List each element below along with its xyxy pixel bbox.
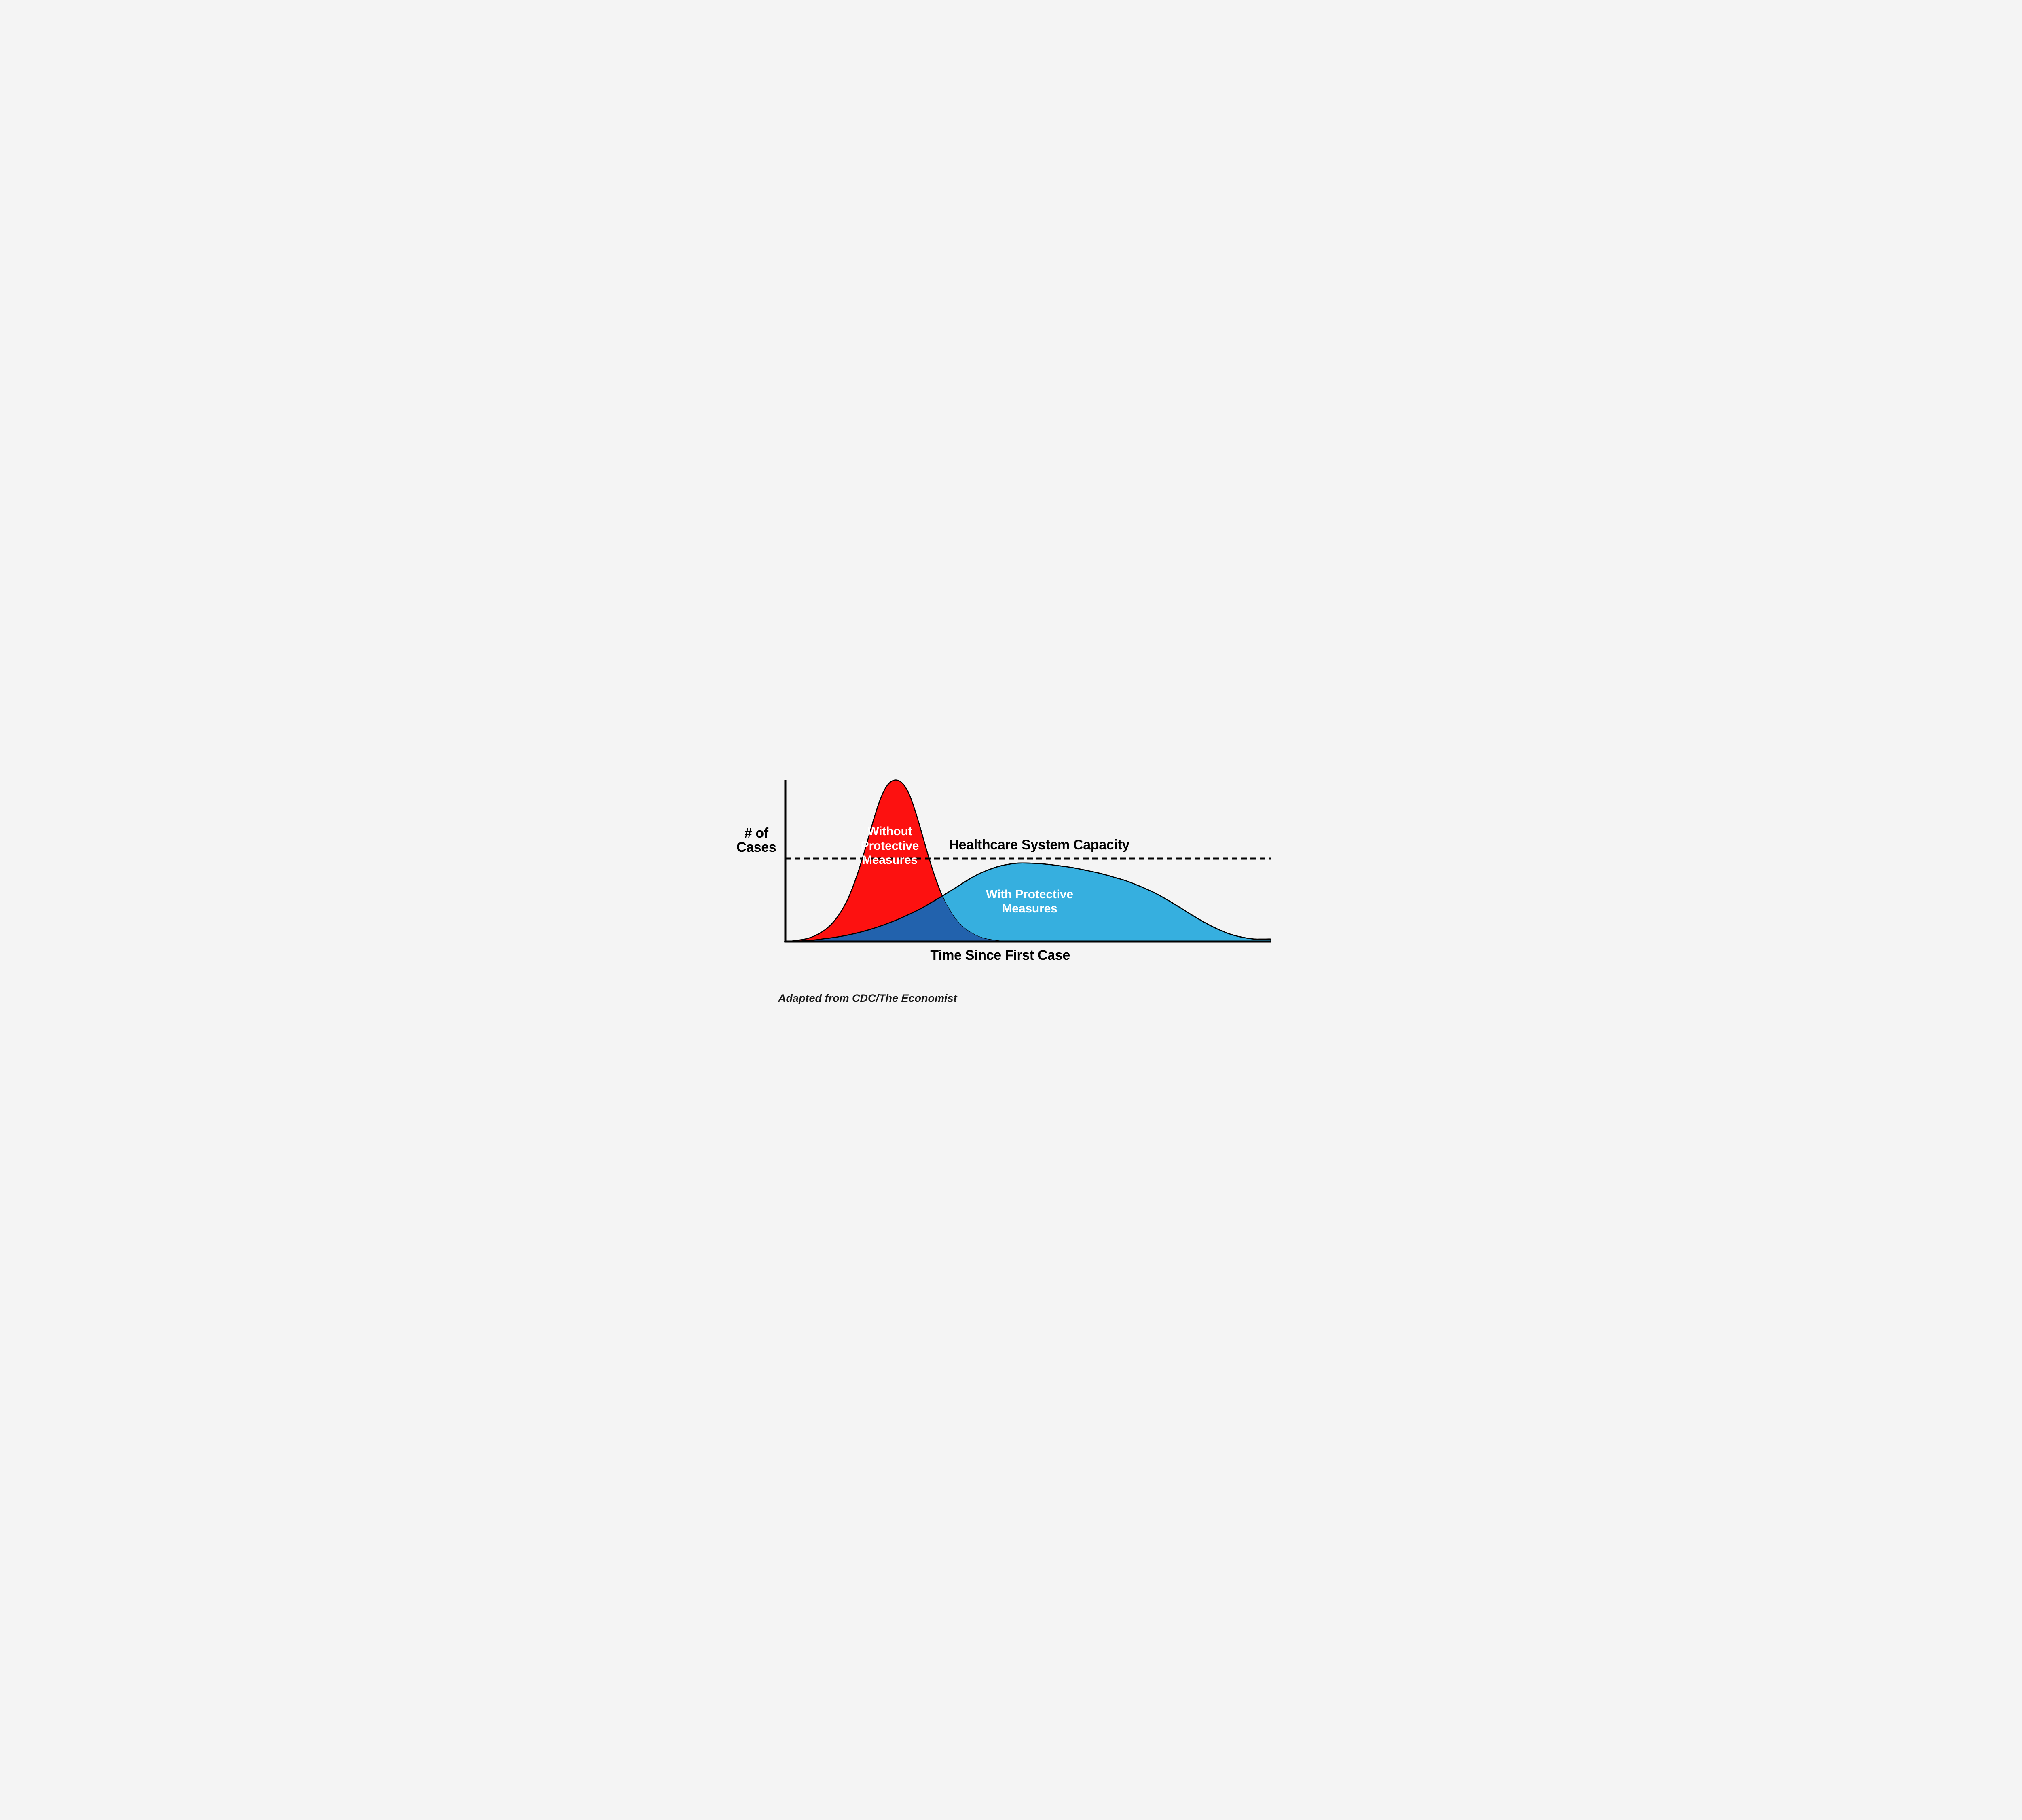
blue-curve-label: With Protective Measures bbox=[967, 887, 1091, 916]
capacity-label: Healthcare System Capacity bbox=[949, 837, 1129, 853]
blue-curve-label-line2: Measures bbox=[967, 902, 1091, 916]
red-curve-label-line1: Without bbox=[840, 824, 940, 838]
flatten-curve-chart: # of Cases Healthcare System Capacity Wi… bbox=[700, 735, 1322, 1085]
page: # of Cases Healthcare System Capacity Wi… bbox=[0, 0, 2022, 1820]
red-curve-label-line2: Protective bbox=[840, 839, 940, 853]
y-axis-label-line2: Cases bbox=[732, 840, 781, 855]
credit-text: Adapted from CDC/The Economist bbox=[778, 992, 957, 1005]
blue-curve-label-line1: With Protective bbox=[967, 887, 1091, 902]
red-curve-label-line3: Measures bbox=[840, 853, 940, 867]
x-axis-label: Time Since First Case bbox=[930, 948, 1070, 963]
red-curve-label: Without Protective Measures bbox=[840, 824, 940, 867]
y-axis-label-line1: # of bbox=[732, 826, 781, 841]
y-axis-label: # of Cases bbox=[732, 826, 781, 855]
